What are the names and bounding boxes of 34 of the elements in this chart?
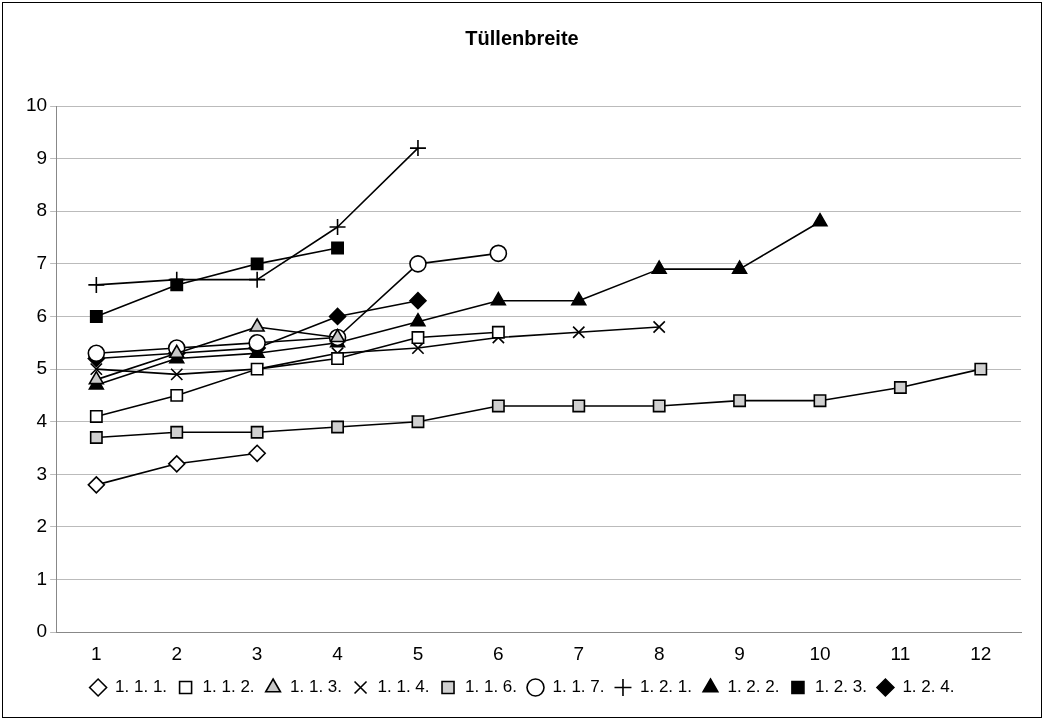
x-tick-label: 7 [573, 642, 585, 664]
x-tick-label: 6 [493, 642, 504, 664]
x-tick-label: 2 [171, 642, 183, 664]
y-tick-label: 2 [36, 515, 48, 537]
y-tick-label: 6 [36, 304, 48, 326]
x-tick-label: 11 [890, 642, 911, 664]
legend-label: 1. 2. 4. [902, 677, 955, 697]
legend-label: 1. 1. 4. [377, 677, 430, 697]
y-tick-label: 5 [36, 357, 48, 379]
legend-label: 1. 1. 3. [290, 677, 343, 697]
legend-label: 1. 1. 2. [202, 677, 255, 697]
legend-label: 1. 2. 3. [814, 677, 867, 697]
y-tick-label: 7 [36, 252, 48, 274]
y-tick-label: 8 [36, 199, 48, 221]
x-tick-label: 3 [251, 642, 263, 664]
y-tick-label: 4 [36, 409, 48, 431]
y-tick-label: 9 [36, 146, 48, 168]
legend-label: 1. 2. 1. [639, 677, 692, 697]
x-tick-label: 10 [809, 642, 831, 664]
y-tick-label: 1 [36, 567, 48, 589]
x-tick-label: 4 [332, 642, 344, 664]
x-tick-label: 5 [412, 642, 424, 664]
legend-label: 1. 2. 2. [727, 677, 780, 697]
x-tick-label: 8 [653, 642, 665, 664]
y-tick-label: 3 [36, 462, 48, 484]
chart-title: Tüllenbreite [465, 26, 579, 49]
legend-label: 1. 1. 1. [115, 677, 168, 697]
x-tick-label: 12 [970, 642, 992, 664]
y-tick-label: 0 [36, 620, 48, 642]
x-tick-label: 1 [91, 642, 102, 664]
legend-label: 1. 1. 6. [465, 677, 517, 697]
x-tick-label: 9 [734, 642, 745, 664]
y-tick-label: 10 [25, 94, 48, 116]
legend-label: 1. 1. 7. [552, 677, 605, 697]
